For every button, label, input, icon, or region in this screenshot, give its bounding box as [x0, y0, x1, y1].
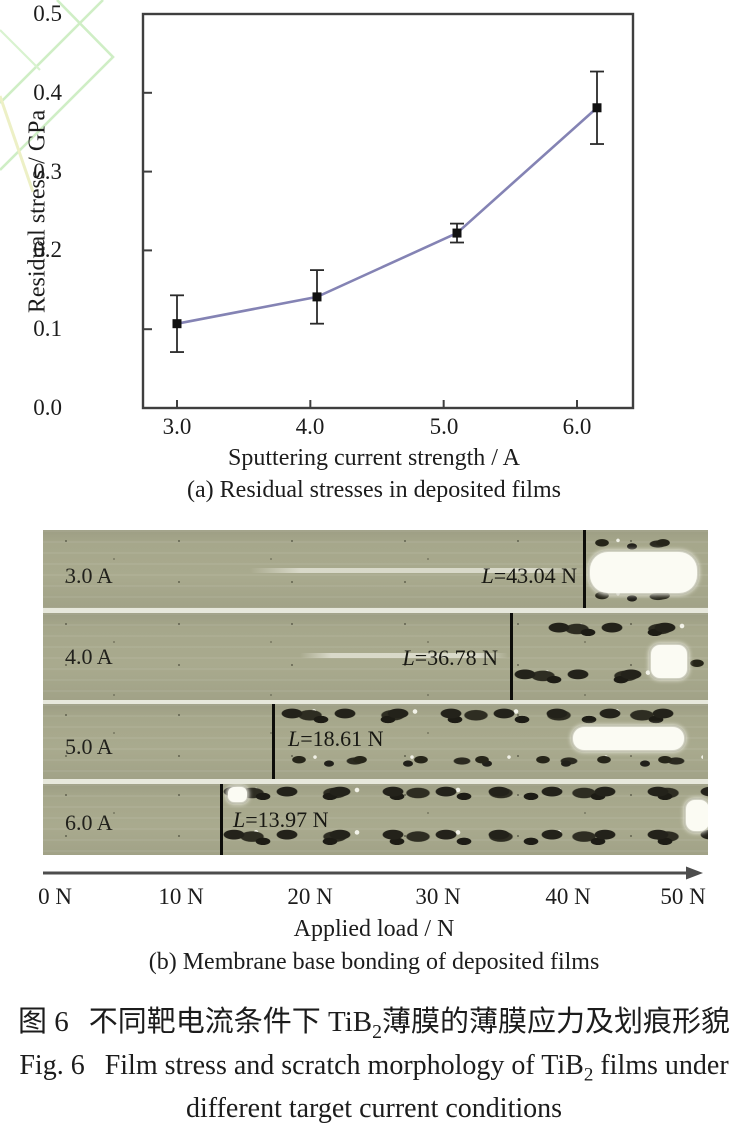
- data-point: [172, 319, 182, 329]
- caption-en-text: Film stress and scratch morphology of Ti…: [104, 1050, 584, 1081]
- load-axis-arrow: [43, 866, 703, 880]
- critical-load-line: [272, 704, 275, 779]
- load-tick-label: 30 N: [415, 884, 461, 909]
- critical-load-line: [510, 613, 513, 700]
- scratch-debris: [222, 824, 708, 852]
- y-tick-label: 0.1: [33, 316, 62, 341]
- residual-stress-chart: [141, 12, 635, 410]
- data-point: [452, 228, 462, 238]
- scratch-panel: 3.0 A L=43.04 N 4.0 A L=36.78 N 5.0 A L=…: [43, 530, 708, 855]
- data-point: [312, 292, 322, 302]
- strip-current-label: 3.0 A: [65, 563, 113, 588]
- x-tick-label: 5.0: [429, 414, 459, 439]
- load-symbol: L: [481, 563, 494, 588]
- subcaption-a: (a) Residual stresses in deposited films: [187, 477, 561, 503]
- subcaption-b: (b) Membrane base bonding of deposited f…: [148, 949, 600, 975]
- plot-border: [141, 12, 635, 410]
- scratch-strip-6a: 6.0 A L=13.97 N: [43, 784, 708, 855]
- figure-caption-zh: 图 6 不同靶电流条件下 TiB2薄膜的薄膜应力及划痕形貌: [0, 1002, 748, 1052]
- scratch-debris: [285, 748, 703, 774]
- data-point: [592, 103, 602, 113]
- load-tick-label: 20 N: [287, 884, 333, 909]
- spallation-blob: [573, 727, 684, 750]
- y-tick-label: 0.4: [33, 80, 62, 105]
- load-value: =36.78 N: [414, 645, 498, 670]
- load-tick-label: 50 N: [660, 884, 706, 909]
- y-tick-label: 0.2: [33, 237, 62, 262]
- figure-number-zh: 图 6: [18, 1006, 69, 1038]
- y-tick-label: 0.3: [33, 159, 62, 184]
- figure-caption-en-line2: different target current conditions: [185, 1093, 563, 1124]
- watermark-pattern: [0, 0, 115, 193]
- load-symbol: L: [402, 645, 415, 670]
- spallation-blob: [228, 787, 247, 802]
- scratch-debris: [280, 704, 705, 729]
- x-tick-label: 6.0: [562, 414, 592, 439]
- scratch-debris: [547, 620, 703, 640]
- series-line: [176, 106, 598, 325]
- caption-zh-text: 不同靶电流条件下 TiB: [88, 1006, 373, 1038]
- load-value: =13.97 N: [245, 807, 329, 832]
- figure-caption-en-line1: Fig. 6 Film stress and scratch morphology…: [0, 1047, 748, 1095]
- critical-load-label: L=43.04 N: [455, 563, 577, 589]
- x-tick-label: 4.0: [295, 414, 325, 439]
- caption-zh-subscript: 2: [372, 1020, 382, 1043]
- y-tick-label: 0.0: [33, 395, 62, 420]
- load-value: =43.04 N: [493, 563, 577, 588]
- scratch-debris: [683, 643, 708, 688]
- scratch-strip-5a: 5.0 A L=18.61 N: [43, 704, 708, 779]
- load-tick-label: 0 N: [38, 884, 72, 909]
- strip-current-label: 4.0 A: [65, 644, 113, 669]
- load-value: =18.61 N: [300, 726, 384, 751]
- load-symbol: L: [233, 807, 246, 832]
- load-symbol: L: [288, 726, 301, 751]
- critical-load-label: L=36.78 N: [373, 645, 498, 671]
- critical-load-label: L=18.61 N: [288, 726, 384, 752]
- x-axis-label: Sputtering current strength / A: [228, 445, 520, 471]
- strip-current-label: 6.0 A: [65, 810, 113, 835]
- scratch-strip-3a: 3.0 A L=43.04 N: [43, 530, 708, 608]
- x-tick-label: 3.0: [162, 414, 192, 439]
- load-tick-label: 10 N: [158, 884, 204, 909]
- y-tick-label: 0.5: [33, 1, 62, 26]
- caption-en-subscript: 2: [583, 1064, 594, 1086]
- scratch-track: [300, 653, 508, 658]
- caption-en-text: films under: [593, 1050, 729, 1081]
- critical-load-line: [220, 784, 223, 855]
- spallation-blob: [590, 552, 697, 593]
- load-axis-label: Applied load / N: [293, 916, 455, 942]
- load-tick-label: 40 N: [545, 884, 591, 909]
- spallation-blob: [686, 800, 708, 831]
- strip-current-label: 5.0 A: [65, 734, 113, 759]
- critical-load-line: [583, 530, 586, 608]
- spallation-blob: [651, 645, 687, 678]
- scratch-strip-4a: 4.0 A L=36.78 N: [43, 613, 708, 700]
- scratch-track: [250, 568, 585, 573]
- critical-load-label: L=13.97 N: [233, 807, 329, 833]
- y-axis-label: Residual stress / GPa: [24, 109, 51, 314]
- caption-zh-text: 薄膜的薄膜应力及划痕形貌: [381, 1006, 730, 1038]
- scratch-debris: [222, 784, 708, 804]
- scratch-debris: [513, 666, 650, 688]
- figure-number-en: Fig. 6: [19, 1050, 85, 1081]
